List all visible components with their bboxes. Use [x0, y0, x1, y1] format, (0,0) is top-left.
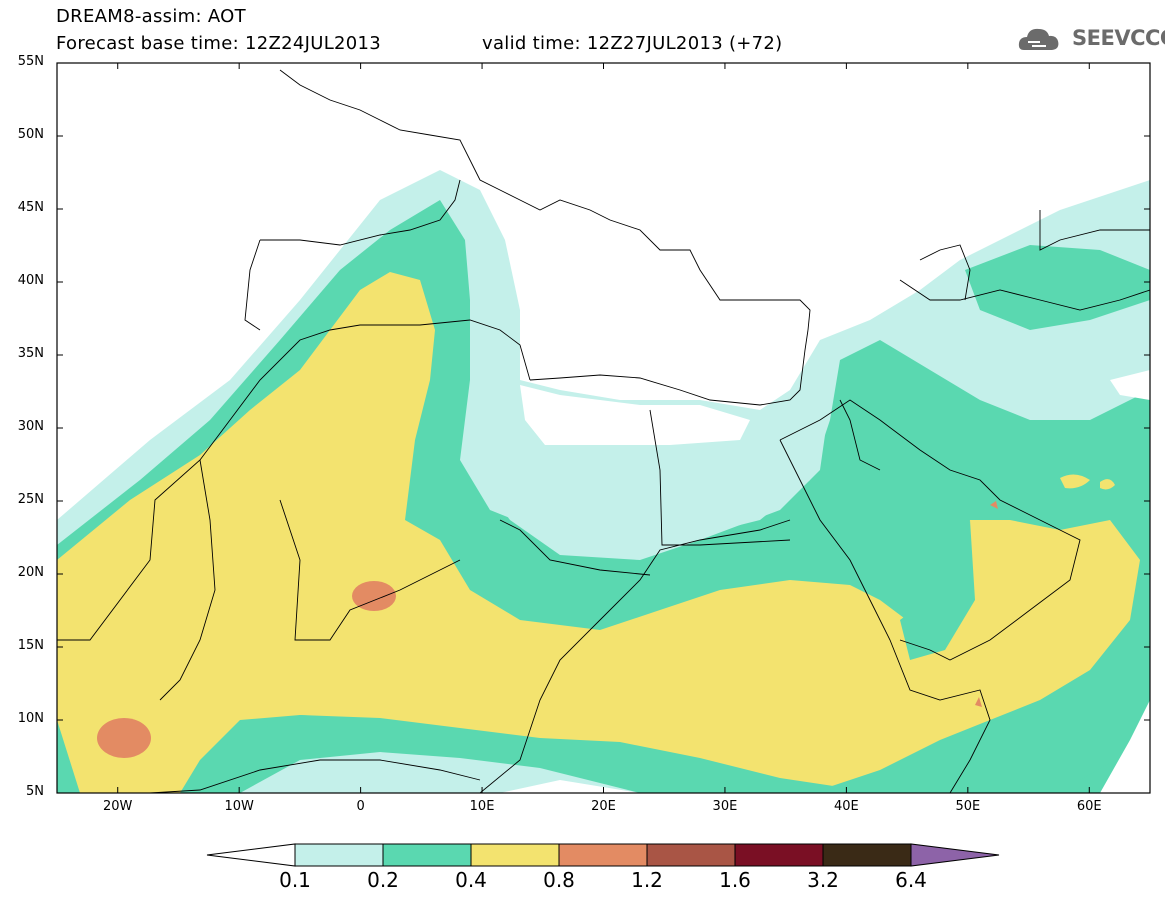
colorbar-label: 6.4: [895, 868, 927, 892]
lon-label: 10W: [224, 799, 254, 814]
valid-time: valid time: 12Z27JUL2013 (+72): [482, 33, 783, 54]
lon-label: 20W: [103, 799, 133, 814]
aot-hotspot: [352, 581, 396, 611]
lat-label: 45N: [17, 200, 44, 215]
colorbar-label: 0.8: [543, 868, 575, 892]
colorbar-label: 0.4: [455, 868, 487, 892]
lon-label: 20E: [591, 799, 616, 814]
colorbar-segment: [822, 843, 912, 867]
colorbar-label: 0.2: [367, 868, 399, 892]
lon-label: 60E: [1076, 799, 1102, 814]
lat-label: 20N: [17, 565, 44, 580]
lat-label: 30N: [17, 419, 44, 434]
lat-label: 55N: [17, 54, 44, 69]
colorbar-segment: [558, 843, 648, 867]
coastlines: [57, 69, 1150, 793]
lon-label: 50E: [955, 799, 981, 814]
lat-label: 50N: [17, 127, 44, 142]
aot-contour-0.4: [57, 272, 1140, 793]
colorbar-under-arrow: [206, 843, 296, 867]
lat-label: 5N: [26, 784, 44, 799]
forecast-base-time: Forecast base time: 12Z24JUL2013: [56, 33, 382, 54]
axis-ticks: [57, 62, 1150, 794]
colorbar-segment: [382, 843, 472, 867]
aot-hotspot: [97, 718, 151, 758]
seevccc-logo: SEEVCCC: [1072, 26, 1165, 50]
colorbar-label: 0.1: [279, 868, 311, 892]
colorbar-segment: [470, 843, 560, 867]
lat-label: 15N: [17, 638, 44, 653]
map-title: DREAM8-assim: AOT: [56, 6, 246, 27]
lon-label: 0: [356, 799, 365, 814]
lon-label: 10E: [469, 799, 495, 814]
colorbar-segment: [294, 843, 384, 867]
colorbar-label: 3.2: [807, 868, 839, 892]
colorbar-label: 1.2: [631, 868, 663, 892]
lat-label: 35N: [17, 346, 44, 361]
colorbar-over-arrow: [910, 843, 1000, 867]
colorbar-segment: [734, 843, 824, 867]
cloud-icon: [1018, 28, 1059, 50]
lat-label: 10N: [17, 711, 44, 726]
colorbar-label: 1.6: [719, 868, 751, 892]
lon-label: 40E: [833, 799, 859, 814]
lat-label: 25N: [17, 492, 44, 507]
colorbar-segment: [646, 843, 736, 867]
lon-label: 30E: [712, 799, 738, 814]
lat-label: 40N: [17, 273, 44, 288]
